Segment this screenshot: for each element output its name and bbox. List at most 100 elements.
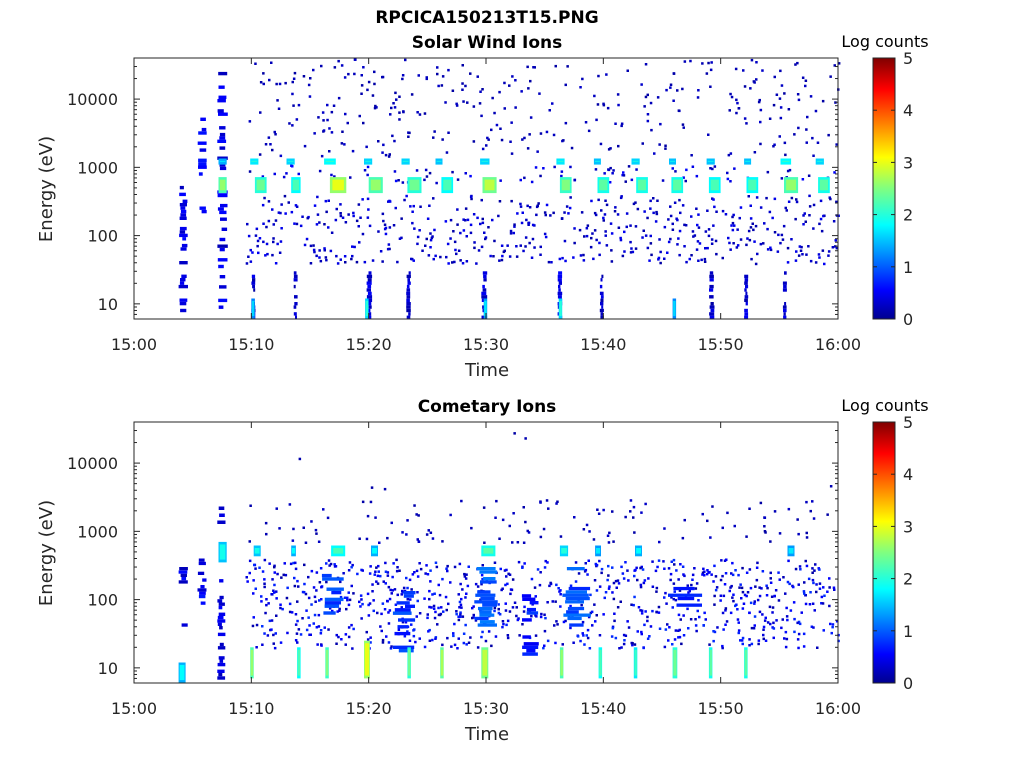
- count-cell: [345, 607, 348, 611]
- count-cell: [252, 616, 255, 619]
- count-cell: [698, 615, 701, 619]
- count-cell: [513, 432, 516, 435]
- count-cell: [618, 647, 621, 650]
- count-cell: [624, 180, 627, 183]
- count-cell: [365, 145, 368, 149]
- count-cell: [409, 205, 412, 208]
- count-cell: [753, 600, 756, 603]
- count-cell: [425, 564, 428, 567]
- count-cell: [520, 221, 524, 225]
- count-cell: [365, 300, 369, 317]
- count-cell: [664, 591, 667, 595]
- count-cell: [721, 526, 724, 530]
- count-cell: [457, 249, 461, 252]
- count-cell: [574, 580, 578, 583]
- count-cell: [597, 512, 601, 515]
- count-cell: [640, 511, 643, 514]
- count-cell: [383, 227, 387, 231]
- count-cell: [801, 76, 805, 79]
- count-cell: [416, 538, 419, 541]
- count-cell: [683, 223, 686, 227]
- count-cell: [667, 567, 671, 570]
- count-cell: [794, 63, 797, 66]
- count-cell: [445, 255, 448, 259]
- count-cell: [658, 143, 661, 146]
- count-cell: [587, 129, 591, 133]
- count-cell: [432, 257, 435, 261]
- count-cell: [218, 264, 224, 269]
- count-cell: [303, 144, 307, 148]
- count-cell: [219, 179, 226, 191]
- x-tick-label: 15:20: [346, 335, 392, 354]
- count-cell: [429, 569, 432, 572]
- count-cell: [755, 61, 758, 64]
- count-cell: [370, 486, 374, 489]
- count-cell: [273, 646, 277, 650]
- count-cell: [355, 219, 359, 223]
- count-cell: [709, 288, 714, 292]
- count-cell: [673, 638, 677, 641]
- count-cell: [384, 153, 388, 157]
- count-cell: [769, 571, 772, 575]
- count-cell: [748, 611, 751, 615]
- y-tick-label: 1000: [77, 158, 118, 177]
- count-cell: [324, 199, 328, 203]
- count-cell: [710, 242, 714, 245]
- count-cell: [744, 288, 747, 292]
- count-cell: [779, 69, 782, 73]
- count-cell: [386, 247, 390, 251]
- count-cell: [784, 271, 787, 275]
- count-cell: [254, 587, 257, 590]
- count-cell: [725, 620, 729, 623]
- count-cell: [581, 620, 585, 624]
- count-cell: [405, 194, 408, 198]
- count-cell: [396, 566, 399, 569]
- count-cell: [661, 179, 665, 182]
- count-cell: [251, 281, 256, 285]
- count-cell: [366, 288, 371, 292]
- count-cell: [390, 106, 393, 110]
- count-cell: [548, 109, 551, 112]
- count-cell: [729, 180, 732, 183]
- count-cell: [818, 222, 821, 226]
- count-cell: [731, 228, 735, 232]
- count-cell: [770, 595, 774, 598]
- count-cell: [287, 201, 290, 204]
- count-cell: [536, 568, 540, 571]
- count-cell: [598, 585, 602, 588]
- count-cell: [303, 582, 306, 586]
- count-cell: [267, 602, 270, 605]
- count-cell: [453, 622, 456, 626]
- count-cell: [268, 78, 271, 82]
- count-cell: [263, 558, 267, 562]
- count-cell: [587, 615, 591, 619]
- count-cell: [305, 628, 309, 632]
- count-cell: [732, 242, 735, 245]
- count-cell: [697, 226, 701, 229]
- count-cell: [400, 236, 403, 240]
- count-cell: [217, 662, 226, 667]
- count-cell: [617, 226, 621, 229]
- count-cell: [514, 79, 517, 82]
- count-cell: [366, 88, 369, 92]
- count-cell: [353, 245, 356, 249]
- count-cell: [816, 141, 820, 144]
- count-cell: [424, 168, 428, 172]
- count-cell: [648, 635, 651, 638]
- count-cell: [523, 605, 526, 609]
- count-cell: [457, 637, 460, 640]
- count-cell: [451, 89, 455, 92]
- count-cell: [617, 103, 620, 107]
- count-cell: [406, 598, 409, 601]
- count-cell: [553, 624, 556, 627]
- count-cell: [604, 230, 607, 233]
- count-cell: [371, 583, 374, 586]
- count-cell: [784, 645, 788, 649]
- count-cell: [797, 646, 800, 650]
- count-cell: [637, 179, 647, 191]
- count-cell: [553, 165, 556, 169]
- count-cell: [319, 629, 323, 632]
- count-cell: [555, 583, 558, 587]
- count-cell: [441, 643, 444, 647]
- count-cell: [823, 262, 826, 266]
